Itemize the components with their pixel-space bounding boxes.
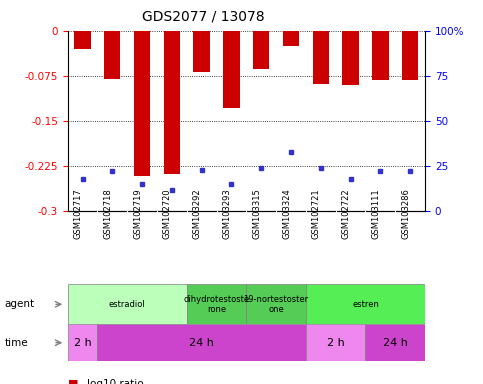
- Text: estren: estren: [352, 300, 379, 309]
- Bar: [223, 31, 240, 108]
- Text: 19-nortestoster
one: 19-nortestoster one: [243, 295, 309, 314]
- Text: GDS2077 / 13078: GDS2077 / 13078: [142, 10, 264, 23]
- Bar: [283, 31, 299, 46]
- Bar: [342, 31, 359, 85]
- Text: ■: ■: [68, 379, 78, 384]
- Bar: [74, 31, 91, 49]
- Text: dihydrotestoste
rone: dihydrotestoste rone: [184, 295, 250, 314]
- Bar: [402, 31, 418, 80]
- Bar: [306, 284, 425, 324]
- Bar: [306, 324, 366, 361]
- Text: 2 h: 2 h: [73, 338, 91, 348]
- Bar: [134, 31, 150, 176]
- Text: estradiol: estradiol: [109, 300, 145, 309]
- Bar: [164, 31, 180, 174]
- Bar: [104, 31, 120, 79]
- Text: time: time: [5, 338, 28, 348]
- Bar: [98, 324, 306, 361]
- Bar: [187, 284, 246, 324]
- Bar: [246, 284, 306, 324]
- Bar: [68, 324, 98, 361]
- Bar: [372, 31, 388, 80]
- Text: 24 h: 24 h: [189, 338, 214, 348]
- Bar: [194, 31, 210, 72]
- Bar: [253, 31, 270, 69]
- Text: log10 ratio: log10 ratio: [87, 379, 143, 384]
- Bar: [366, 324, 425, 361]
- Text: 24 h: 24 h: [383, 338, 408, 348]
- Bar: [68, 284, 187, 324]
- Bar: [313, 31, 329, 84]
- Text: agent: agent: [5, 299, 35, 310]
- Text: 2 h: 2 h: [327, 338, 344, 348]
